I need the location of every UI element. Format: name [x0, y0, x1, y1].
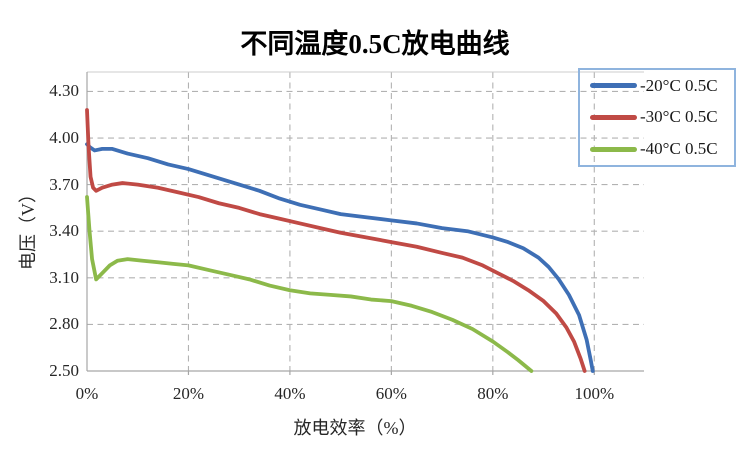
chart-title: 不同温度0.5C放电曲线 [240, 29, 510, 59]
y-tick-label: 4.30 [49, 81, 79, 101]
y-tick-label: 4.00 [49, 128, 79, 147]
legend-line-swatch-red [590, 114, 637, 120]
x-tick-label: 60% [375, 384, 407, 403]
legend-line-swatch-green [590, 146, 637, 152]
x-tick-label: 0% [75, 384, 99, 403]
legend-label: -20°C 0.5C [640, 75, 718, 95]
series-line-1 [85, 108, 587, 373]
plot-area [85, 71, 644, 375]
legend-item-minus20: -20°C 0.5C [590, 76, 734, 96]
x-tick-label: 80% [477, 384, 509, 403]
y-tick-label: 2.50 [49, 361, 79, 380]
legend: -20°C 0.5C -30°C 0.5C -40°C 0.5C [578, 68, 736, 167]
legend-label: -40°C 0.5C [640, 139, 718, 159]
x-tick-label: 40% [274, 384, 306, 403]
y-tick-label: 3.70 [49, 174, 79, 194]
x-tick-label: 100% [574, 384, 615, 403]
y-tick-label: 3.10 [49, 267, 79, 287]
legend-line-swatch-blue [590, 83, 637, 89]
y-tick-label: 3.40 [49, 221, 79, 241]
x-tick-label: 20% [172, 384, 205, 403]
series-line-2 [85, 195, 534, 373]
y-axis-title: 电压（V） [18, 185, 38, 270]
legend-label: -30°C 0.5C [640, 107, 718, 127]
legend-item-minus30: -30°C 0.5C [590, 107, 734, 127]
series-line-0 [85, 142, 595, 373]
legend-item-minus40: -40°C 0.5C [590, 139, 734, 159]
x-axis-title: 放电效率（%） [293, 418, 417, 438]
discharge-curves-svg [85, 71, 644, 375]
y-tick-label: 2.80 [49, 314, 79, 334]
